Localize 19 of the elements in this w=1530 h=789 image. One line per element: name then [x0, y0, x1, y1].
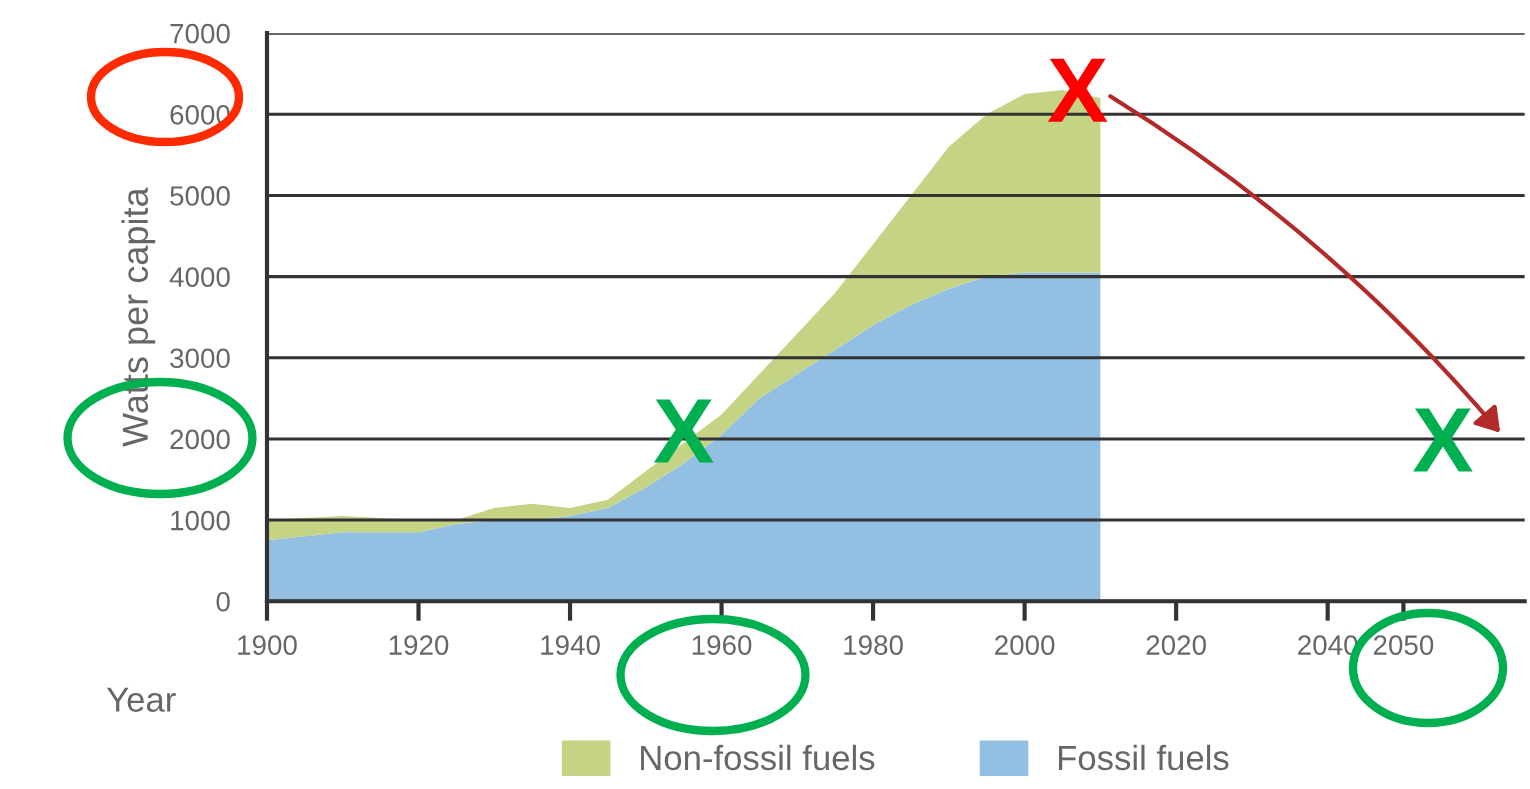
y-tick-label: 2000 [170, 429, 230, 450]
x-axis-title: Year [106, 687, 176, 712]
y-tick-label: 4000 [169, 267, 230, 287]
x-tick-label: 1960 [692, 635, 752, 655]
legend-label: Non-fossil fuels [641, 744, 875, 771]
x-tick-label: 2050 [1373, 635, 1434, 655]
x-tick-label: 1940 [541, 635, 600, 655]
x-tick-label: 2000 [995, 635, 1055, 655]
legend-label: Fossil fuels [1058, 744, 1229, 771]
x-tick-label: 2020 [1146, 635, 1206, 655]
y-tick-label: 1000 [171, 510, 230, 531]
x-tick-label: 1920 [389, 635, 449, 655]
x-tick-label: 1980 [844, 635, 903, 655]
annotation: X [1047, 58, 1108, 122]
y-tick-label: 5000 [170, 186, 230, 206]
y-tick-label: 3000 [170, 348, 230, 369]
y-tick-label: 7000 [170, 23, 230, 44]
y-tick-label: 0 [216, 591, 230, 612]
x-tick-label: 1900 [238, 635, 297, 655]
